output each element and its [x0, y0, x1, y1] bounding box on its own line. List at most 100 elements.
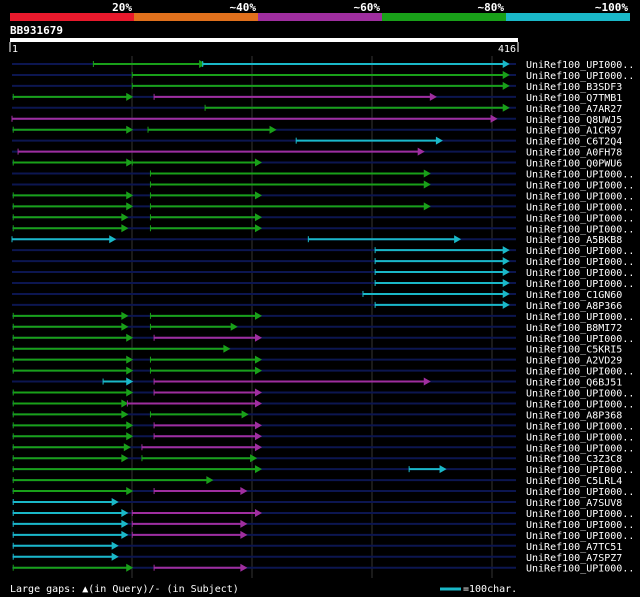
hit-row[interactable]: UniRef100_UPI000.. — [12, 530, 634, 542]
hit-row[interactable]: UniRef100_UPI000.. — [12, 366, 634, 378]
hit-row[interactable]: UniRef100_UPI000.. — [12, 213, 634, 224]
segment-arrow — [126, 158, 134, 167]
hit-label[interactable]: UniRef100_C5KRI5 — [526, 345, 622, 356]
hit-label[interactable]: UniRef100_Q0PWU6 — [526, 159, 622, 170]
hit-label[interactable]: UniRef100_A0FH78 — [526, 148, 622, 159]
hit-label[interactable]: UniRef100_UPI000.. — [526, 312, 634, 323]
hit-label[interactable]: UniRef100_A7SUV8 — [526, 498, 622, 509]
hit-label[interactable]: UniRef100_C6T2Q4 — [526, 137, 622, 148]
hit-label[interactable]: UniRef100_C1GN60 — [526, 290, 622, 301]
hit-label[interactable]: UniRef100_UPI000.. — [526, 465, 634, 476]
hit-row[interactable]: UniRef100_A2VD29 — [12, 355, 622, 367]
hit-label[interactable]: UniRef100_Q6BJ51 — [526, 378, 622, 389]
hit-label[interactable]: UniRef100_A5BKB8 — [526, 235, 622, 246]
hit-label[interactable]: UniRef100_UPI000.. — [526, 202, 634, 213]
hit-row[interactable]: UniRef100_UPI000.. — [12, 563, 634, 575]
hit-row[interactable]: UniRef100_A8P368 — [12, 410, 622, 421]
hit-label[interactable]: UniRef100_A2VD29 — [526, 356, 622, 367]
footer: Large gaps: ▲(in Query)/- (in Subject) =… — [10, 584, 517, 595]
hit-row[interactable]: UniRef100_UPI000.. — [12, 388, 634, 400]
hit-row[interactable]: UniRef100_B8MI72 — [12, 322, 622, 334]
hit-row[interactable]: UniRef100_A7AR27 — [12, 103, 622, 115]
hit-row[interactable]: UniRef100_UPI000.. — [12, 487, 634, 498]
hit-row[interactable]: UniRef100_UPI000.. — [12, 60, 634, 71]
hit-row[interactable]: UniRef100_UPI000.. — [12, 519, 634, 531]
hit-label[interactable]: UniRef100_C5LRL4 — [526, 476, 622, 487]
hit-row[interactable]: UniRef100_UPI000.. — [12, 279, 634, 290]
hit-label[interactable]: UniRef100_UPI000.. — [526, 279, 634, 290]
hit-label[interactable]: UniRef100_A1CR97 — [526, 126, 622, 137]
hit-label[interactable]: UniRef100_UPI000.. — [526, 443, 634, 454]
hit-label[interactable]: UniRef100_UPI000.. — [526, 520, 634, 531]
hit-row[interactable]: UniRef100_UPI000.. — [12, 268, 634, 279]
hit-row[interactable]: UniRef100_A8P366 — [12, 300, 622, 312]
hit-label[interactable]: UniRef100_UPI000.. — [526, 509, 634, 520]
hit-row[interactable]: UniRef100_A7SPZ7 — [12, 552, 622, 564]
hit-label[interactable]: UniRef100_UPI000.. — [526, 191, 634, 202]
hit-label[interactable]: UniRef100_A7TC51 — [526, 542, 622, 553]
hit-label[interactable]: UniRef100_UPI000.. — [526, 60, 634, 71]
hit-row[interactable]: UniRef100_UPI000.. — [12, 421, 634, 432]
hit-label[interactable]: UniRef100_UPI000.. — [526, 224, 634, 235]
hit-label[interactable]: UniRef100_B8MI72 — [526, 323, 622, 334]
hit-row[interactable]: UniRef100_A7TC51 — [12, 541, 622, 553]
hit-row[interactable]: UniRef100_Q8UWJ5 — [11, 114, 622, 126]
hit-label[interactable]: UniRef100_UPI000.. — [526, 246, 634, 257]
hit-label[interactable]: UniRef100_UPI000.. — [526, 399, 634, 410]
hit-row[interactable]: UniRef100_Q6BJ51 — [12, 377, 622, 389]
hit-row[interactable]: UniRef100_UPI000.. — [12, 443, 634, 454]
hit-row[interactable]: UniRef100_UPI000.. — [12, 399, 634, 410]
hit-row[interactable]: UniRef100_UPI000.. — [12, 180, 634, 191]
hit-row[interactable]: UniRef100_UPI000.. — [12, 257, 634, 268]
hit-row[interactable]: UniRef100_C5KRI5 — [12, 344, 622, 356]
hit-label[interactable]: UniRef100_A8P366 — [526, 301, 622, 312]
hit-label[interactable]: UniRef100_UPI000.. — [526, 180, 634, 191]
hit-row[interactable]: UniRef100_UPI000.. — [12, 465, 634, 476]
hit-row[interactable]: UniRef100_Q7TMB1 — [12, 92, 622, 104]
hit-label[interactable]: UniRef100_UPI000.. — [526, 334, 634, 345]
hit-row[interactable]: UniRef100_UPI000.. — [12, 246, 634, 257]
segment-arrow — [435, 136, 443, 145]
hit-row[interactable]: UniRef100_A7SUV8 — [12, 498, 622, 509]
hit-row[interactable]: UniRef100_C3Z3C8 — [12, 454, 622, 465]
hit-label[interactable]: UniRef100_UPI000.. — [526, 367, 634, 378]
hit-label[interactable]: UniRef100_A7AR27 — [526, 104, 622, 115]
hit-row[interactable]: UniRef100_UPI000.. — [12, 508, 634, 520]
hit-label[interactable]: UniRef100_UPI000.. — [526, 564, 634, 575]
hit-row[interactable]: UniRef100_A0FH78 — [12, 147, 622, 159]
hit-label[interactable]: UniRef100_A8P368 — [526, 410, 622, 421]
hit-label[interactable]: UniRef100_UPI000.. — [526, 257, 634, 268]
hit-label[interactable]: UniRef100_B3SDF3 — [526, 82, 622, 93]
hit-label[interactable]: UniRef100_UPI000.. — [526, 531, 634, 542]
hit-row[interactable]: UniRef100_UPI000.. — [12, 169, 634, 181]
hit-row[interactable]: UniRef100_UPI000.. — [12, 70, 634, 82]
hit-row[interactable]: UniRef100_UPI000.. — [12, 311, 634, 323]
legend-label: ~60% — [354, 1, 381, 14]
hit-label[interactable]: UniRef100_UPI000.. — [526, 213, 634, 224]
hit-row[interactable]: UniRef100_A5BKB8 — [11, 235, 622, 246]
segment-arrow — [126, 377, 134, 386]
hit-row[interactable]: UniRef100_C6T2Q4 — [12, 136, 622, 148]
hit-label[interactable]: UniRef100_A7SPZ7 — [526, 553, 622, 564]
hit-label[interactable]: UniRef100_UPI000.. — [526, 268, 634, 279]
hit-row[interactable]: UniRef100_C5LRL4 — [12, 476, 622, 487]
gaps-legend-text: Large gaps: ▲(in Query)/- (in Subject) — [10, 584, 239, 595]
hit-label[interactable]: UniRef100_UPI000.. — [526, 170, 634, 181]
hit-label[interactable]: UniRef100_UPI000.. — [526, 71, 634, 82]
hit-label[interactable]: UniRef100_UPI000.. — [526, 389, 634, 400]
hit-row[interactable]: UniRef100_UPI000.. — [12, 432, 634, 443]
hit-row[interactable]: UniRef100_C1GN60 — [12, 289, 622, 301]
hit-label[interactable]: UniRef100_UPI000.. — [526, 432, 634, 443]
hit-label[interactable]: UniRef100_C3Z3C8 — [526, 454, 622, 465]
hit-row[interactable]: UniRef100_A1CR97 — [12, 125, 622, 137]
hit-row[interactable]: UniRef100_Q0PWU6 — [12, 158, 622, 170]
hit-row[interactable]: UniRef100_UPI000.. — [12, 202, 634, 213]
hit-label[interactable]: UniRef100_UPI000.. — [526, 487, 634, 498]
hit-row[interactable]: UniRef100_UPI000.. — [12, 224, 634, 235]
hit-label[interactable]: UniRef100_Q7TMB1 — [526, 93, 622, 104]
hit-row[interactable]: UniRef100_UPI000.. — [12, 333, 634, 345]
hit-label[interactable]: UniRef100_UPI000.. — [526, 421, 634, 432]
hit-row[interactable]: UniRef100_B3SDF3 — [12, 81, 622, 93]
hit-row[interactable]: UniRef100_UPI000.. — [12, 191, 634, 202]
hit-label[interactable]: UniRef100_Q8UWJ5 — [526, 115, 622, 126]
